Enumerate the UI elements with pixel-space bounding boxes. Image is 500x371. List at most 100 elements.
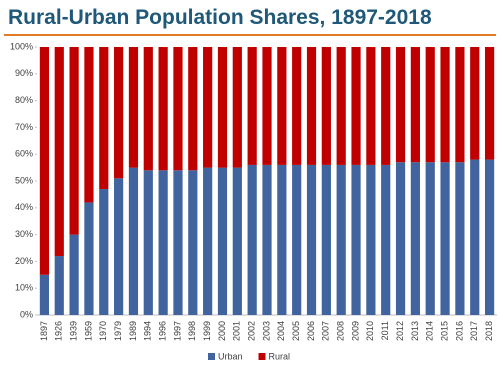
bar-segment xyxy=(114,47,124,179)
x-tick-label: 1970 xyxy=(98,321,108,341)
y-tick-label: 30% xyxy=(15,229,33,239)
bar-segment xyxy=(84,202,94,315)
bar-segment xyxy=(306,47,317,165)
bar-segment xyxy=(470,159,480,315)
bar-segment xyxy=(425,162,435,315)
legend-label: Rural xyxy=(269,351,291,361)
bar-segment xyxy=(277,47,287,165)
bar-segment xyxy=(381,47,391,165)
bar-segment xyxy=(262,164,272,315)
bar-segment xyxy=(247,47,257,165)
x-tick-label: 1996 xyxy=(158,321,168,341)
bar-segment xyxy=(114,178,124,315)
bar-segment xyxy=(69,47,79,235)
bar-segment xyxy=(128,47,139,168)
x-tick-label: 2007 xyxy=(321,321,331,341)
bar-segment xyxy=(455,162,465,315)
bar-segment xyxy=(366,47,376,165)
bar-segment xyxy=(470,47,480,160)
x-tick-label: 1939 xyxy=(68,321,78,341)
bar-segment xyxy=(336,47,346,165)
x-tick-label: 2002 xyxy=(247,321,257,341)
bar-segment xyxy=(158,47,168,171)
x-tick-label: 1959 xyxy=(83,321,93,341)
bar-segment xyxy=(381,164,391,315)
bar-segment xyxy=(69,234,79,315)
bar-segment xyxy=(292,47,302,165)
bar-segment xyxy=(173,47,183,171)
y-tick-label: 20% xyxy=(15,256,33,266)
bar-segment xyxy=(292,164,302,315)
x-tick-label: 2015 xyxy=(439,321,449,341)
bar-segment xyxy=(306,164,317,315)
bar-segment xyxy=(54,47,64,257)
bar-segment xyxy=(143,170,153,315)
x-tick-label: 2003 xyxy=(261,321,271,341)
bar-segment xyxy=(232,47,242,168)
y-tick-label: 40% xyxy=(15,202,33,212)
bar-segment xyxy=(99,47,109,190)
bar-segment xyxy=(455,47,465,163)
y-tick-label: 70% xyxy=(15,122,33,132)
bar-segment xyxy=(277,164,287,315)
x-tick-label: 1897 xyxy=(39,321,49,341)
bar-segment xyxy=(351,164,361,315)
bar-segment xyxy=(395,162,406,315)
bar-segment xyxy=(54,256,64,315)
x-tick-label: 2010 xyxy=(365,321,375,341)
x-tick-label: 2012 xyxy=(395,321,405,341)
bar-segment xyxy=(484,159,495,315)
bar-segment xyxy=(247,164,257,315)
bar-segment xyxy=(158,170,168,315)
bar-segment xyxy=(425,47,435,163)
bar-segment xyxy=(410,162,420,315)
x-tick-label: 2000 xyxy=(217,321,227,341)
bar-segment xyxy=(188,47,198,171)
x-tick-label: 2014 xyxy=(425,321,435,341)
bar-segment xyxy=(173,170,183,315)
bar-segment xyxy=(39,47,50,275)
bar-segment xyxy=(39,274,50,315)
legend-swatch xyxy=(208,353,215,360)
legend-swatch xyxy=(258,353,266,360)
chart-title: Rural-Urban Population Shares, 1897-2018 xyxy=(8,6,432,29)
bar-segment xyxy=(203,47,213,168)
x-tick-label: 2011 xyxy=(380,321,390,340)
y-tick-label: 50% xyxy=(15,175,33,185)
x-tick-label: 1994 xyxy=(143,321,153,341)
x-tick-label: 2006 xyxy=(306,321,316,341)
bar-segment xyxy=(262,47,272,165)
bar-segment xyxy=(99,189,109,315)
y-tick-label: 100% xyxy=(10,41,33,51)
bar-segment xyxy=(336,164,346,315)
x-tick-label: 2017 xyxy=(469,321,479,341)
bar-segment xyxy=(351,47,361,165)
x-tick-label: 1998 xyxy=(187,321,197,341)
x-tick-label: 2005 xyxy=(291,321,301,341)
bar-segment xyxy=(188,170,198,315)
bar-segment xyxy=(232,167,242,315)
y-tick-label: 0% xyxy=(20,309,33,319)
bar-segment xyxy=(217,47,228,168)
y-tick-label: 80% xyxy=(15,95,33,105)
bar-segment xyxy=(410,47,420,163)
x-tick-label: 2001 xyxy=(232,321,242,341)
bar-segment xyxy=(203,167,213,315)
legend-label: Urban xyxy=(218,351,243,361)
bar-segment xyxy=(366,164,376,315)
bar-segment xyxy=(395,47,406,163)
bar-segment xyxy=(484,47,495,160)
x-tick-label: 1926 xyxy=(54,321,64,341)
bar-segment xyxy=(440,162,450,315)
x-tick-label: 1989 xyxy=(128,321,138,341)
x-tick-label: 1999 xyxy=(202,321,212,341)
bar-segment xyxy=(440,47,450,163)
bar-segment xyxy=(217,167,228,315)
x-tick-label: 2004 xyxy=(276,321,286,341)
bar-segment xyxy=(321,164,331,315)
bar-segment xyxy=(128,167,139,315)
x-tick-label: 2008 xyxy=(336,321,346,341)
x-tick-label: 1979 xyxy=(113,321,123,341)
